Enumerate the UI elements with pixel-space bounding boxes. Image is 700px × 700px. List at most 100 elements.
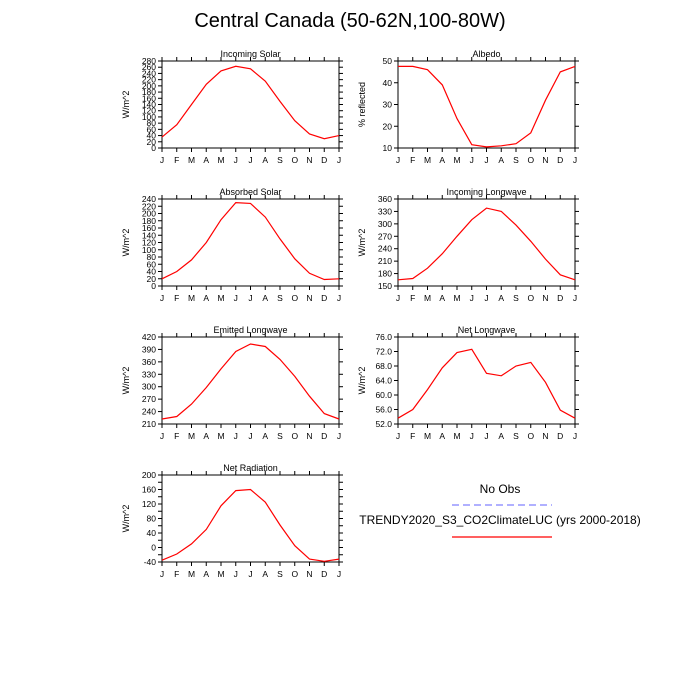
x-tick-label: F [174, 155, 179, 165]
x-tick-label: J [160, 155, 164, 165]
y-tick-label: 120 [142, 238, 156, 248]
x-tick-label: A [262, 293, 268, 303]
panel-5: Net Longwave W/m^2 52.0 56.0 60.0 64.0 68.0 72.… [357, 325, 579, 441]
x-tick-label: N [306, 431, 312, 441]
x-tick-label: O [291, 431, 298, 441]
x-tick-label: J [248, 431, 252, 441]
panel-title: Absorbed Solar [219, 187, 281, 197]
panel-title: Albedo [472, 49, 500, 59]
x-tick-label: J [234, 569, 238, 579]
y-tick-label: 100 [142, 245, 156, 255]
series-line [397, 348, 576, 419]
x-tick-label: F [174, 569, 179, 579]
panel-title: Net Radiation [223, 463, 278, 473]
x-tick-label: M [424, 431, 431, 441]
y-tick-label: 20 [147, 274, 157, 284]
x-tick-label: A [262, 155, 268, 165]
y-tick-label: 20 [383, 121, 393, 131]
x-tick-label: A [439, 431, 445, 441]
x-tick-label: J [573, 293, 577, 303]
y-tick-label: 72.0 [375, 347, 392, 357]
legend-model-label: TRENDY2020_S3_CO2ClimateLUC (yrs 2000-20… [359, 513, 641, 527]
y-tick-label: 140 [142, 230, 156, 240]
panel-title: Net Longwave [458, 325, 516, 335]
x-tick-label: F [174, 431, 179, 441]
panel-title: Emitted Longwave [213, 325, 287, 335]
x-tick-label: M [188, 569, 195, 579]
y-tick-label: 40 [383, 78, 393, 88]
panel-title: Incoming Longwave [446, 187, 526, 197]
x-tick-label: F [410, 431, 415, 441]
x-tick-label: M [217, 569, 224, 579]
x-tick-label: A [439, 293, 445, 303]
x-tick-label: S [277, 155, 283, 165]
y-tick-label: 120 [142, 499, 156, 509]
x-tick-label: D [321, 431, 327, 441]
y-tick-label: 180 [378, 269, 392, 279]
x-tick-label: J [484, 431, 488, 441]
x-tick-label: J [160, 569, 164, 579]
x-tick-label: J [248, 293, 252, 303]
x-tick-label: J [337, 293, 341, 303]
x-tick-label: A [203, 569, 209, 579]
figure-title: Central Canada (50-62N,100-80W) [194, 10, 506, 32]
x-tick-label: O [291, 569, 298, 579]
y-tick-label: 50 [383, 56, 393, 66]
y-axis-label: W/m^2 [121, 505, 131, 533]
y-axis-label: W/m^2 [357, 367, 367, 395]
series-line [161, 488, 340, 562]
y-tick-label: 10 [383, 143, 393, 153]
x-tick-label: D [321, 155, 327, 165]
y-tick-label: 30 [383, 100, 393, 110]
y-tick-label: 0 [151, 281, 156, 291]
x-tick-label: O [527, 293, 534, 303]
y-tick-label: 280 [142, 56, 156, 66]
x-tick-label: J [396, 293, 400, 303]
y-tick-label: 60 [147, 259, 157, 269]
panel-2: Absorbed Solar W/m^2 020406080100120140160… [121, 187, 343, 303]
plot-frame [161, 474, 340, 563]
x-tick-label: M [217, 431, 224, 441]
x-tick-label: J [234, 155, 238, 165]
x-tick-label: J [396, 155, 400, 165]
y-tick-label: 390 [142, 344, 156, 354]
y-tick-label: 210 [378, 256, 392, 266]
x-tick-label: A [498, 431, 504, 441]
series-line [161, 201, 340, 281]
y-tick-label: 330 [378, 206, 392, 216]
x-tick-label: J [470, 293, 474, 303]
x-tick-label: J [484, 155, 488, 165]
x-tick-label: M [188, 293, 195, 303]
y-tick-label: 20 [147, 137, 157, 147]
x-tick-label: S [277, 569, 283, 579]
y-tick-label: 210 [142, 419, 156, 429]
x-tick-label: J [337, 431, 341, 441]
x-tick-label: J [248, 155, 252, 165]
y-tick-label: 80 [147, 252, 157, 262]
x-tick-label: M [217, 155, 224, 165]
x-tick-label: N [306, 569, 312, 579]
y-tick-label: 420 [142, 332, 156, 342]
y-tick-label: 76.0 [375, 332, 392, 342]
y-tick-label: 360 [378, 194, 392, 204]
y-tick-label: 180 [142, 87, 156, 97]
y-tick-label: -40 [144, 557, 157, 567]
legend-obs-label: No Obs [479, 482, 521, 496]
y-axis-label: % reflected [357, 82, 367, 127]
x-tick-label: J [470, 431, 474, 441]
y-tick-label: 160 [142, 93, 156, 103]
x-tick-label: S [277, 431, 283, 441]
series-line [161, 343, 340, 420]
y-tick-label: 300 [142, 382, 156, 392]
x-tick-label: A [203, 293, 209, 303]
y-tick-label: 240 [378, 244, 392, 254]
plot-frame [397, 198, 576, 287]
series-line [398, 65, 576, 148]
y-tick-label: 150 [378, 281, 392, 291]
y-tick-label: 270 [142, 394, 156, 404]
x-tick-label: J [484, 293, 488, 303]
y-tick-label: 220 [142, 201, 156, 211]
x-tick-label: M [453, 431, 460, 441]
y-tick-label: 240 [142, 194, 156, 204]
